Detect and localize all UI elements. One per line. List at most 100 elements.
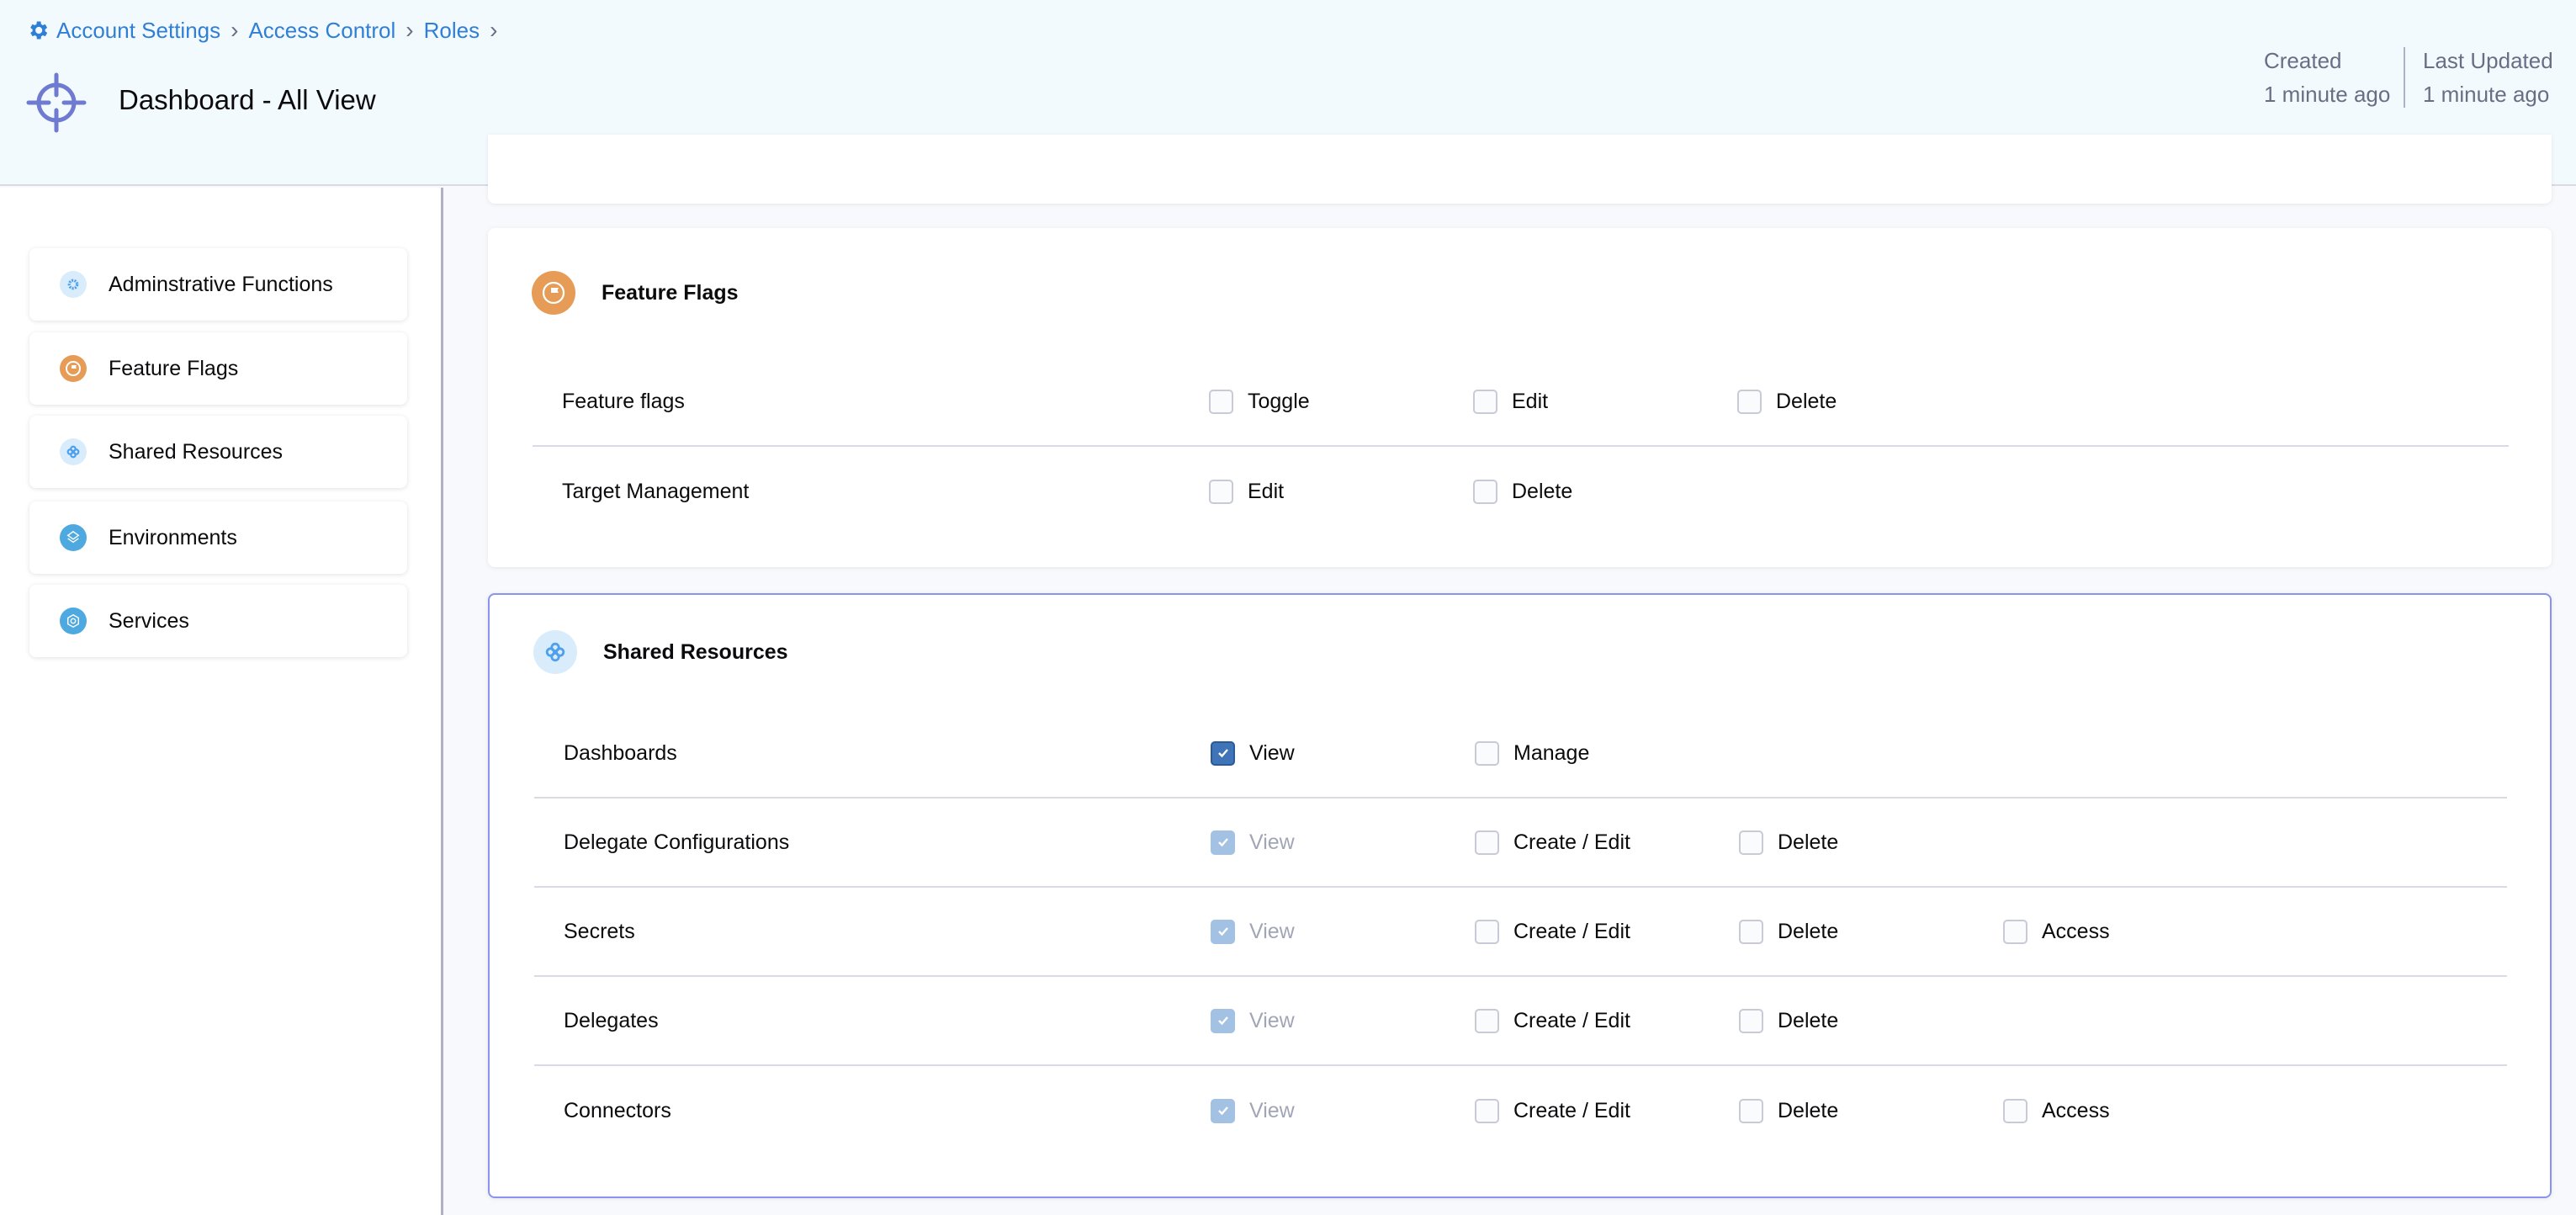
updated-value: 1 minute ago: [2423, 82, 2550, 107]
permission-create-edit-checkbox[interactable]: Create / Edit: [1475, 1098, 1739, 1123]
permission-delete-checkbox[interactable]: Delete: [1739, 919, 2003, 944]
created-value: 1 minute ago: [2264, 82, 2391, 107]
permission-delete-checkbox[interactable]: Delete: [1739, 830, 2003, 855]
permission-label: Create / Edit: [1513, 919, 1630, 943]
created-label: Created: [2264, 48, 2342, 73]
checkbox-checked-icon: [1211, 1098, 1235, 1123]
resource-label: Connectors: [564, 1098, 671, 1122]
card-header: Feature Flags: [532, 228, 2509, 358]
permission-access-checkbox[interactable]: Access: [2003, 919, 2267, 944]
flag-icon: [532, 271, 575, 315]
permission-label: View: [1249, 1098, 1295, 1122]
permission-view-checkbox[interactable]: View: [1211, 740, 1475, 766]
previous-section-card: [488, 135, 2552, 204]
permission-view-checkbox: View: [1211, 830, 1475, 855]
checkbox-icon: [2003, 1098, 2027, 1123]
sidebar-item-label: Shared Resources: [109, 439, 284, 464]
sidebar-item-label: Feature Flags: [109, 356, 239, 380]
permission-delete-checkbox[interactable]: Delete: [1737, 389, 2001, 414]
checkbox-icon: [1739, 919, 1763, 944]
chevron-right-icon: ›: [231, 17, 239, 43]
permission-label: Create / Edit: [1513, 1008, 1630, 1032]
permission-view-checkbox: View: [1211, 1008, 1475, 1033]
shared-resources-card: Shared Resources Dashboards View Manage Del…: [488, 593, 2552, 1198]
resource-label: Target Management: [562, 479, 750, 503]
resource-label: Delegate Configurations: [564, 830, 790, 854]
shared-resources-icon: [533, 630, 577, 674]
permission-label: Edit: [1248, 479, 1285, 503]
shared-resources-icon: [60, 438, 87, 465]
sidebar-item-administrative-functions[interactable]: Adminstrative Functions: [29, 248, 407, 321]
permission-label: Delete: [1512, 479, 1573, 503]
breadcrumb-access-control[interactable]: Access Control: [248, 17, 396, 43]
permission-edit-checkbox[interactable]: Edit: [1473, 389, 1737, 414]
permission-edit-checkbox[interactable]: Edit: [1209, 479, 1473, 504]
permission-label: Access: [2042, 1098, 2110, 1122]
flag-icon: [60, 355, 87, 382]
permission-row: Dashboards View Manage: [534, 709, 2507, 799]
checkbox-icon: [1475, 830, 1499, 855]
card-title: Shared Resources: [603, 639, 788, 664]
card-title: Feature Flags: [602, 280, 739, 305]
permission-label: Toggle: [1248, 389, 1310, 413]
sidebar-item-feature-flags[interactable]: Feature Flags: [29, 332, 407, 405]
resource-label: Secrets: [564, 919, 635, 943]
sidebar-item-shared-resources[interactable]: Shared Resources: [29, 416, 407, 488]
sidebar-item-label: Environments: [109, 525, 237, 549]
breadcrumb-account-settings[interactable]: Account Settings: [56, 17, 221, 43]
permission-label: View: [1249, 1008, 1295, 1032]
checkbox-icon: [1739, 830, 1763, 855]
checkbox-icon: [1475, 1098, 1499, 1123]
checkbox-icon: [1475, 1008, 1499, 1033]
permission-label: Delete: [1778, 1008, 1839, 1032]
chevron-right-icon: ›: [405, 17, 414, 43]
permission-view-checkbox: View: [1211, 1098, 1475, 1123]
permission-delete-checkbox[interactable]: Delete: [1473, 479, 1737, 504]
sidebar-item-label: Services: [109, 608, 189, 633]
permission-label: View: [1249, 919, 1295, 943]
checkbox-checked-icon: [1211, 830, 1235, 855]
permission-row: Delegates View Create / Edit Delete: [534, 977, 2507, 1066]
permission-row: Delegate Configurations View Create / Edit…: [534, 799, 2507, 888]
breadcrumb: Account Settings › Access Control › Role…: [26, 17, 507, 44]
services-icon: [60, 608, 87, 634]
permission-label: Delete: [1778, 1098, 1839, 1122]
page-title: Dashboard - All View: [119, 84, 376, 115]
chevron-right-icon: ›: [490, 17, 498, 43]
permission-create-edit-checkbox[interactable]: Create / Edit: [1475, 830, 1739, 855]
permission-create-edit-checkbox[interactable]: Create / Edit: [1475, 1008, 1739, 1033]
feature-flags-card: Feature Flags Feature flags Toggle Edit Del…: [488, 228, 2552, 567]
created-info: Created 1 minute ago: [2264, 44, 2390, 111]
sidebar-item-environments[interactable]: Environments: [29, 501, 407, 574]
permission-label: Edit: [1512, 389, 1549, 413]
permission-manage-checkbox[interactable]: Manage: [1475, 740, 1739, 766]
permission-label: View: [1249, 830, 1295, 854]
checkbox-icon: [1737, 389, 1762, 414]
resource-label: Feature flags: [562, 389, 685, 413]
permission-access-checkbox[interactable]: Access: [2003, 1098, 2267, 1123]
permission-label: Manage: [1513, 740, 1590, 765]
checkbox-icon: [1739, 1008, 1763, 1033]
permission-toggle-checkbox[interactable]: Toggle: [1209, 389, 1473, 414]
breadcrumb-roles[interactable]: Roles: [423, 17, 480, 43]
permission-rows: Dashboards View Manage Delegate Configurati…: [534, 709, 2507, 1155]
sidebar-item-services[interactable]: Services: [29, 585, 407, 657]
permission-label: Create / Edit: [1513, 1098, 1630, 1122]
permission-delete-checkbox[interactable]: Delete: [1739, 1008, 2003, 1033]
permission-delete-checkbox[interactable]: Delete: [1739, 1098, 2003, 1123]
divider: [2404, 47, 2405, 108]
permission-label: Delete: [1776, 389, 1837, 413]
environments-icon: [60, 524, 87, 551]
permission-rows: Feature flags Toggle Edit Delete Target Mana…: [533, 358, 2509, 536]
checkbox-icon: [2003, 919, 2027, 944]
permission-label: View: [1249, 740, 1295, 765]
sidebar: Adminstrative Functions Feature Flags Sh…: [0, 188, 443, 1215]
permission-label: Delete: [1778, 919, 1839, 943]
checkbox-icon: [1473, 389, 1497, 414]
permission-create-edit-checkbox[interactable]: Create / Edit: [1475, 919, 1739, 944]
permission-row: Target Management Edit Delete: [533, 447, 2509, 536]
checkbox-icon: [1209, 479, 1233, 504]
permission-view-checkbox: View: [1211, 919, 1475, 944]
sidebar-item-label: Adminstrative Functions: [109, 272, 333, 296]
permission-label: Delete: [1778, 830, 1839, 854]
